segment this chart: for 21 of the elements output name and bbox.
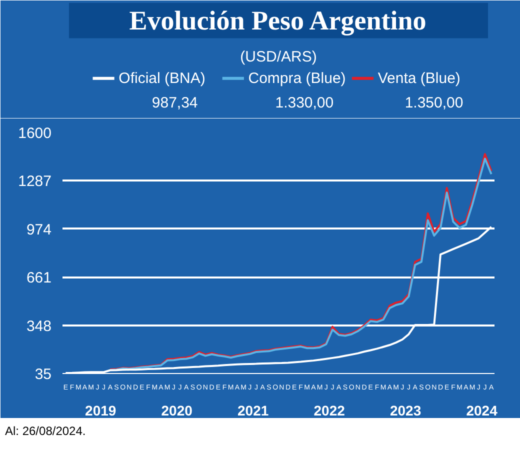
legend-label: Compra (Blue) (248, 70, 346, 87)
y-tick-label: 35 (34, 366, 52, 383)
text: 2022 (314, 402, 346, 418)
y-tick-label: 348 (26, 318, 52, 335)
text: 2019 (85, 402, 116, 418)
text: 987,34 (152, 94, 198, 112)
text: 2024 (466, 402, 498, 418)
y-tick-label: 974 (26, 221, 52, 238)
chart-title: Evolución Peso Argentino (129, 6, 426, 36)
chart-subtitle: (USD/ARS) (240, 48, 317, 66)
text: 2021 (238, 402, 269, 418)
text: 1.350,00 (404, 94, 464, 112)
legend-label: Oficial (BNA) (118, 70, 206, 87)
legend-label: Venta (Blue) (378, 70, 460, 87)
text: 2020 (161, 402, 193, 418)
text: 1.330,00 (275, 94, 334, 112)
y-tick-label: 1287 (18, 173, 52, 190)
text: 2023 (390, 402, 422, 418)
text: Al: 26/08/2024. (5, 423, 86, 440)
y-tick-label: 661 (26, 270, 52, 287)
y-tick-label: 1600 (18, 125, 52, 142)
